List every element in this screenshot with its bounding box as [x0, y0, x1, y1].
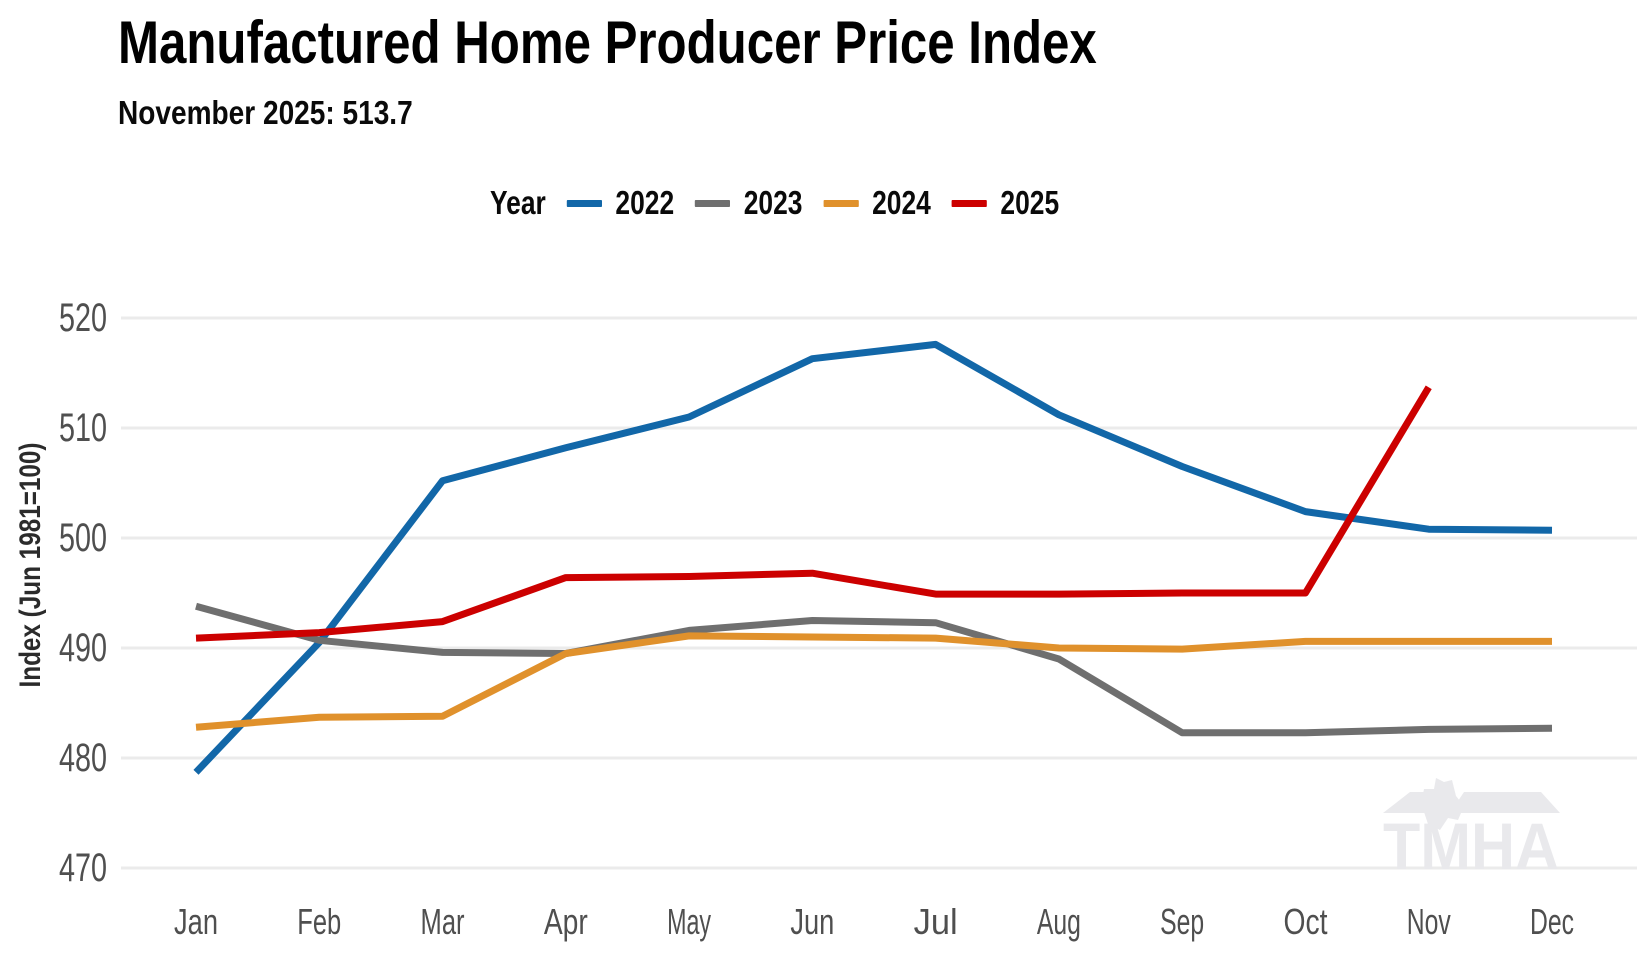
- x-tick-label-Feb: Feb: [297, 901, 341, 942]
- y-tick-label-520: 520: [59, 296, 107, 340]
- x-tick-label-Jun: Jun: [790, 901, 834, 942]
- legend-swatch-2022: [566, 199, 602, 207]
- x-tick-label-Oct: Oct: [1283, 901, 1327, 942]
- x-tick-label-Jul: Jul: [914, 901, 958, 942]
- watermark-text: TMHA: [1383, 809, 1559, 883]
- legend-swatch-2023: [694, 199, 731, 207]
- series-line-2022: [193, 340, 1553, 775]
- legend: Year 2022 2023 2024 2025: [490, 184, 1059, 222]
- x-tick-label-Mar: Mar: [421, 901, 465, 942]
- x-tick-label-Aug: Aug: [1037, 901, 1081, 942]
- x-tick-label-May: May: [667, 901, 711, 942]
- watermark-roof-right: [1450, 792, 1560, 813]
- legend-label-2023: 2023: [743, 184, 803, 221]
- x-tick-label-Apr: Apr: [544, 901, 588, 942]
- chart-subtitle: November 2025: 513.7: [118, 94, 413, 131]
- legend-label-2024: 2024: [872, 184, 931, 221]
- series-line-2025: [195, 385, 1432, 642]
- legend-title: Year: [490, 184, 546, 221]
- y-tick-label-480: 480: [59, 736, 107, 780]
- legend-item-2025: 2025: [951, 184, 1060, 222]
- legend-item-2024: 2024: [823, 184, 931, 222]
- y-tick-label-470: 470: [59, 846, 107, 890]
- legend-swatch-2024: [823, 199, 859, 207]
- legend-swatch-2025: [951, 199, 987, 207]
- series-line-2023: [195, 602, 1553, 737]
- x-tick-label-Sep: Sep: [1160, 901, 1204, 942]
- series-line-2024: [195, 632, 1552, 731]
- tmha-watermark-logo: TMHA: [1383, 778, 1560, 883]
- x-tick-label-Nov: Nov: [1407, 901, 1451, 942]
- chart-title: Manufactured Home Producer Price Index: [118, 9, 1097, 76]
- legend-item-2023: 2023: [694, 184, 803, 222]
- y-tick-label-490: 490: [59, 626, 107, 670]
- y-axis-tick-labels: 470 480 490 500 510 520: [59, 296, 107, 890]
- watermark-texas-icon: [1420, 778, 1464, 830]
- x-axis-tick-labels: Jan Feb Mar Apr May Jun Jul Aug Sep Oct Nov Dec: [174, 901, 1574, 942]
- legend-item-2022: 2022: [566, 184, 675, 222]
- legend-label-2022: 2022: [615, 184, 675, 221]
- series-lines: [193, 340, 1553, 775]
- gridlines: [121, 316, 1637, 870]
- x-tick-label-Jan: Jan: [174, 901, 218, 942]
- y-tick-label-510: 510: [59, 406, 107, 450]
- legend-label-2025: 2025: [1000, 184, 1060, 221]
- y-tick-label-500: 500: [59, 516, 107, 560]
- y-axis-title: Index (Jun 1981=100): [14, 443, 47, 688]
- x-tick-label-Dec: Dec: [1530, 901, 1574, 942]
